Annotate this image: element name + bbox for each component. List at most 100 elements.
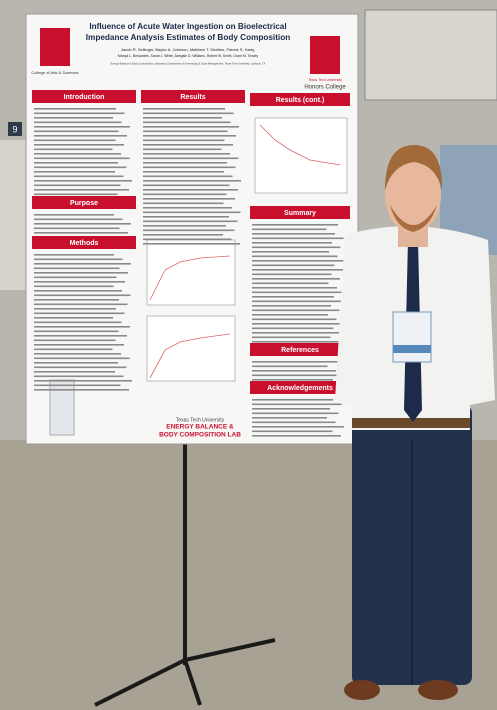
body-text-line	[143, 175, 233, 178]
body-text-line	[34, 121, 122, 124]
body-text-line	[252, 246, 341, 249]
body-text-line	[34, 294, 131, 297]
lab-logo-line: Texas Tech University	[176, 417, 225, 423]
body-text-line	[252, 260, 346, 262]
body-text-line	[34, 303, 128, 306]
body-text-line	[34, 162, 118, 164]
body-text-line	[34, 312, 125, 315]
body-text-line	[34, 223, 131, 225]
body-text-line	[34, 175, 124, 178]
body-text-line	[34, 148, 113, 151]
figure-line	[259, 124, 341, 166]
body-text-line	[34, 189, 129, 191]
side-poster	[0, 140, 30, 290]
title-line: Impedance Analysis Estimates of Body Com…	[86, 33, 290, 42]
shoe	[418, 680, 458, 700]
body-text-line	[143, 126, 239, 128]
body-text-line	[252, 374, 345, 377]
body-text-line	[34, 290, 122, 292]
figure-line	[149, 255, 231, 301]
body-text-line	[252, 251, 329, 253]
body-text-line	[34, 184, 121, 187]
body-text-line	[34, 317, 113, 319]
body-text-line	[34, 344, 124, 346]
body-text-line	[34, 112, 125, 115]
body-text-line	[143, 180, 241, 182]
body-text-line	[34, 130, 119, 133]
body-text-line	[143, 139, 225, 142]
section-header-bar	[250, 206, 350, 219]
body-text-line	[252, 242, 332, 244]
body-text-line	[34, 348, 113, 351]
body-text-line	[34, 263, 131, 265]
body-text-line	[252, 224, 338, 226]
body-text-line	[34, 214, 114, 216]
face	[385, 157, 441, 233]
body-text-line	[34, 117, 113, 119]
body-text-line	[34, 285, 114, 288]
body-text-line	[252, 408, 330, 410]
body-text-line	[252, 341, 339, 343]
body-text-line	[143, 184, 230, 187]
body-text-line	[143, 238, 232, 241]
left-shield	[40, 28, 70, 66]
body-text-line	[34, 139, 116, 142]
body-text-line	[34, 153, 121, 155]
body-text-line	[34, 267, 120, 270]
body-text-line	[143, 117, 222, 119]
figure-b	[146, 315, 236, 382]
body-text-line	[252, 309, 340, 312]
body-text-line	[252, 403, 342, 406]
body-text-line	[252, 228, 327, 231]
body-text-line	[34, 193, 118, 196]
body-text-line	[34, 380, 132, 382]
body-text-line	[143, 112, 234, 115]
name-badge	[392, 311, 432, 363]
section-header: Introduction	[64, 94, 105, 101]
body-text-line	[143, 220, 238, 223]
body-text-line	[34, 258, 123, 261]
body-text-line	[34, 166, 127, 169]
body-text-line	[143, 193, 227, 196]
body-text-line	[252, 323, 345, 325]
body-text-line	[143, 234, 223, 236]
figure-a	[146, 239, 236, 306]
poster: College of Arts & Sciences Texas Tech Un…	[25, 13, 359, 445]
lab-logo-line: BODY COMPOSITION LAB	[159, 432, 241, 439]
body-text-line	[34, 389, 129, 391]
body-text-line	[252, 421, 336, 424]
body-text-line	[143, 216, 229, 218]
body-text-line	[143, 229, 235, 232]
body-text-line	[34, 227, 120, 230]
body-text-line	[252, 412, 339, 415]
body-text-line	[252, 318, 337, 321]
right-shield	[310, 36, 340, 74]
body-text-line	[34, 144, 124, 146]
section-header-bar	[32, 236, 136, 249]
body-text-line	[34, 366, 127, 369]
body-text-line	[252, 361, 339, 363]
body-text-line	[143, 157, 239, 160]
body-text-line	[34, 232, 128, 234]
booth-number: 9	[12, 124, 17, 134]
belt	[352, 418, 470, 428]
body-text-line	[252, 291, 346, 294]
body-text-line	[34, 135, 127, 137]
body-text-line	[143, 202, 224, 205]
person	[335, 145, 495, 700]
body-text-line	[34, 335, 127, 337]
body-text-line	[252, 435, 341, 437]
section-header: Results	[180, 94, 205, 101]
back-poster	[364, 9, 497, 101]
body-text-line	[34, 281, 125, 283]
body-text-line	[34, 308, 116, 310]
body-text-line	[252, 370, 336, 372]
body-text-line	[252, 278, 340, 280]
body-text-line	[252, 287, 337, 289]
shoe	[344, 680, 380, 700]
right-logo-top: Texas Tech University	[308, 78, 342, 82]
body-text-line	[34, 321, 122, 324]
body-text-line	[34, 272, 128, 274]
section-header-bar	[250, 93, 350, 106]
body-text-line	[34, 353, 121, 355]
